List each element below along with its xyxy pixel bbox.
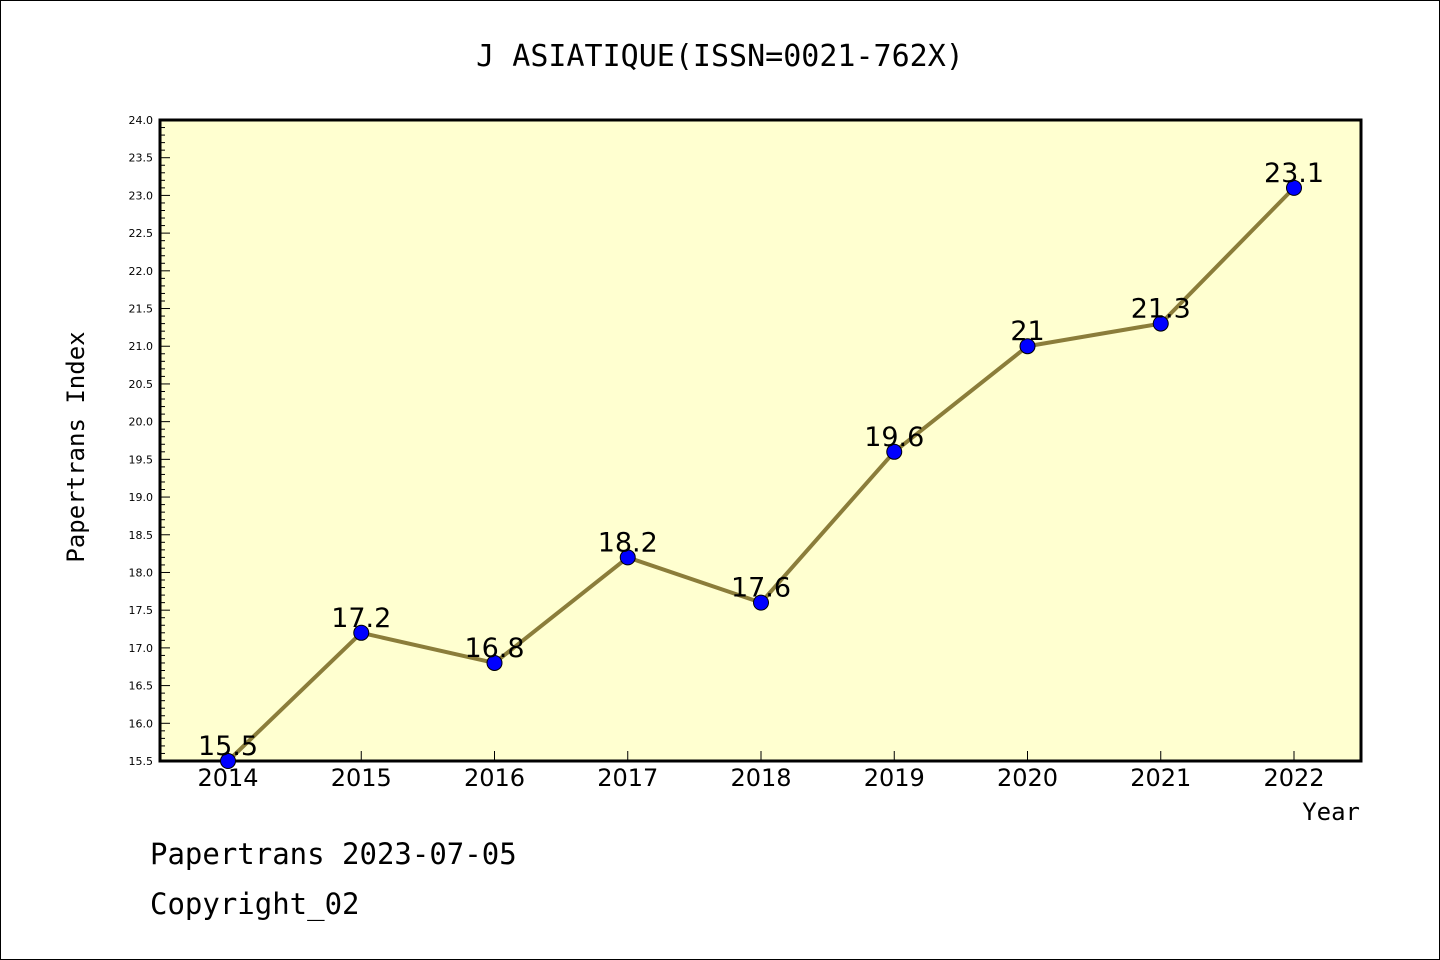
x-tick-label: 2015: [331, 764, 392, 792]
y-tick-label: 19.0: [129, 491, 154, 504]
y-tick-label: 21.0: [129, 340, 154, 353]
y-axis-label: Papertrans Index: [62, 331, 90, 562]
y-tick-label: 17.5: [129, 604, 154, 617]
data-point: [619, 549, 636, 566]
y-tick-label: 22.0: [129, 265, 154, 278]
x-axis-label: Year: [1302, 798, 1360, 826]
data-points: [220, 179, 1302, 769]
data-label: 15.5: [198, 731, 258, 762]
data-point: [353, 624, 370, 641]
data-labels: 15.5 17.2 16.8 18.2 17.6 19.6 21 21.3 23.1: [198, 158, 1324, 762]
y-tick-label: 16.0: [129, 717, 154, 730]
x-tick-label: 2022: [1263, 764, 1324, 792]
y-tick-label: 20.5: [129, 378, 154, 391]
x-tick-label: 2016: [464, 764, 525, 792]
x-tick-label: 2018: [730, 764, 791, 792]
y-tick-label: 24.0: [129, 114, 154, 127]
y-tick-label: 21.5: [129, 303, 154, 316]
x-tick-label: 2017: [597, 764, 658, 792]
chart-title: J ASIATIQUE(ISSN=0021-762X): [476, 39, 964, 74]
y-tick-label: 23.0: [129, 189, 154, 202]
data-label: 21.3: [1131, 294, 1191, 325]
data-point: [486, 654, 503, 671]
x-axis: 2014 2015 2016 2017 2018 2019 2020 2021 2022: [197, 751, 1325, 792]
y-tick-label: 15.5: [129, 755, 154, 768]
y-tick-label: 19.5: [129, 453, 154, 466]
data-label: 21: [1010, 316, 1044, 347]
data-point: [1286, 179, 1302, 196]
y-tick-label: 18.5: [129, 529, 154, 542]
data-point: [1019, 338, 1036, 355]
data-label: 23.1: [1264, 158, 1324, 189]
data-label: 19.6: [864, 422, 924, 453]
data-point: [220, 753, 236, 769]
plot-area: [158, 118, 1363, 763]
y-tick-label: 20.0: [129, 416, 154, 429]
y-tick-label: 16.5: [129, 680, 154, 693]
x-tick-label: 2019: [864, 764, 925, 792]
y-tick-label: 22.5: [129, 227, 154, 240]
data-label: 17.6: [731, 573, 791, 604]
data-label: 18.2: [598, 527, 658, 558]
x-tick-label: 2021: [1130, 764, 1191, 792]
data-point: [1152, 315, 1169, 332]
data-label: 17.2: [331, 603, 391, 634]
data-point: [886, 443, 903, 460]
footer-date: Papertrans 2023-07-05: [150, 837, 517, 871]
x-tick-label: 2020: [997, 764, 1058, 792]
y-tick-label: 18.0: [129, 566, 154, 579]
y-axis: 15.5 16.0 16.5 17.0 17.5 18.0 18.5 19.0 19.5 20.0…: [129, 114, 170, 768]
data-point: [753, 594, 769, 611]
data-label: 16.8: [464, 633, 524, 664]
footer-copyright: Copyright_02: [150, 887, 360, 922]
y-tick-label: 23.5: [129, 152, 154, 165]
y-tick-label: 17.0: [129, 642, 154, 655]
